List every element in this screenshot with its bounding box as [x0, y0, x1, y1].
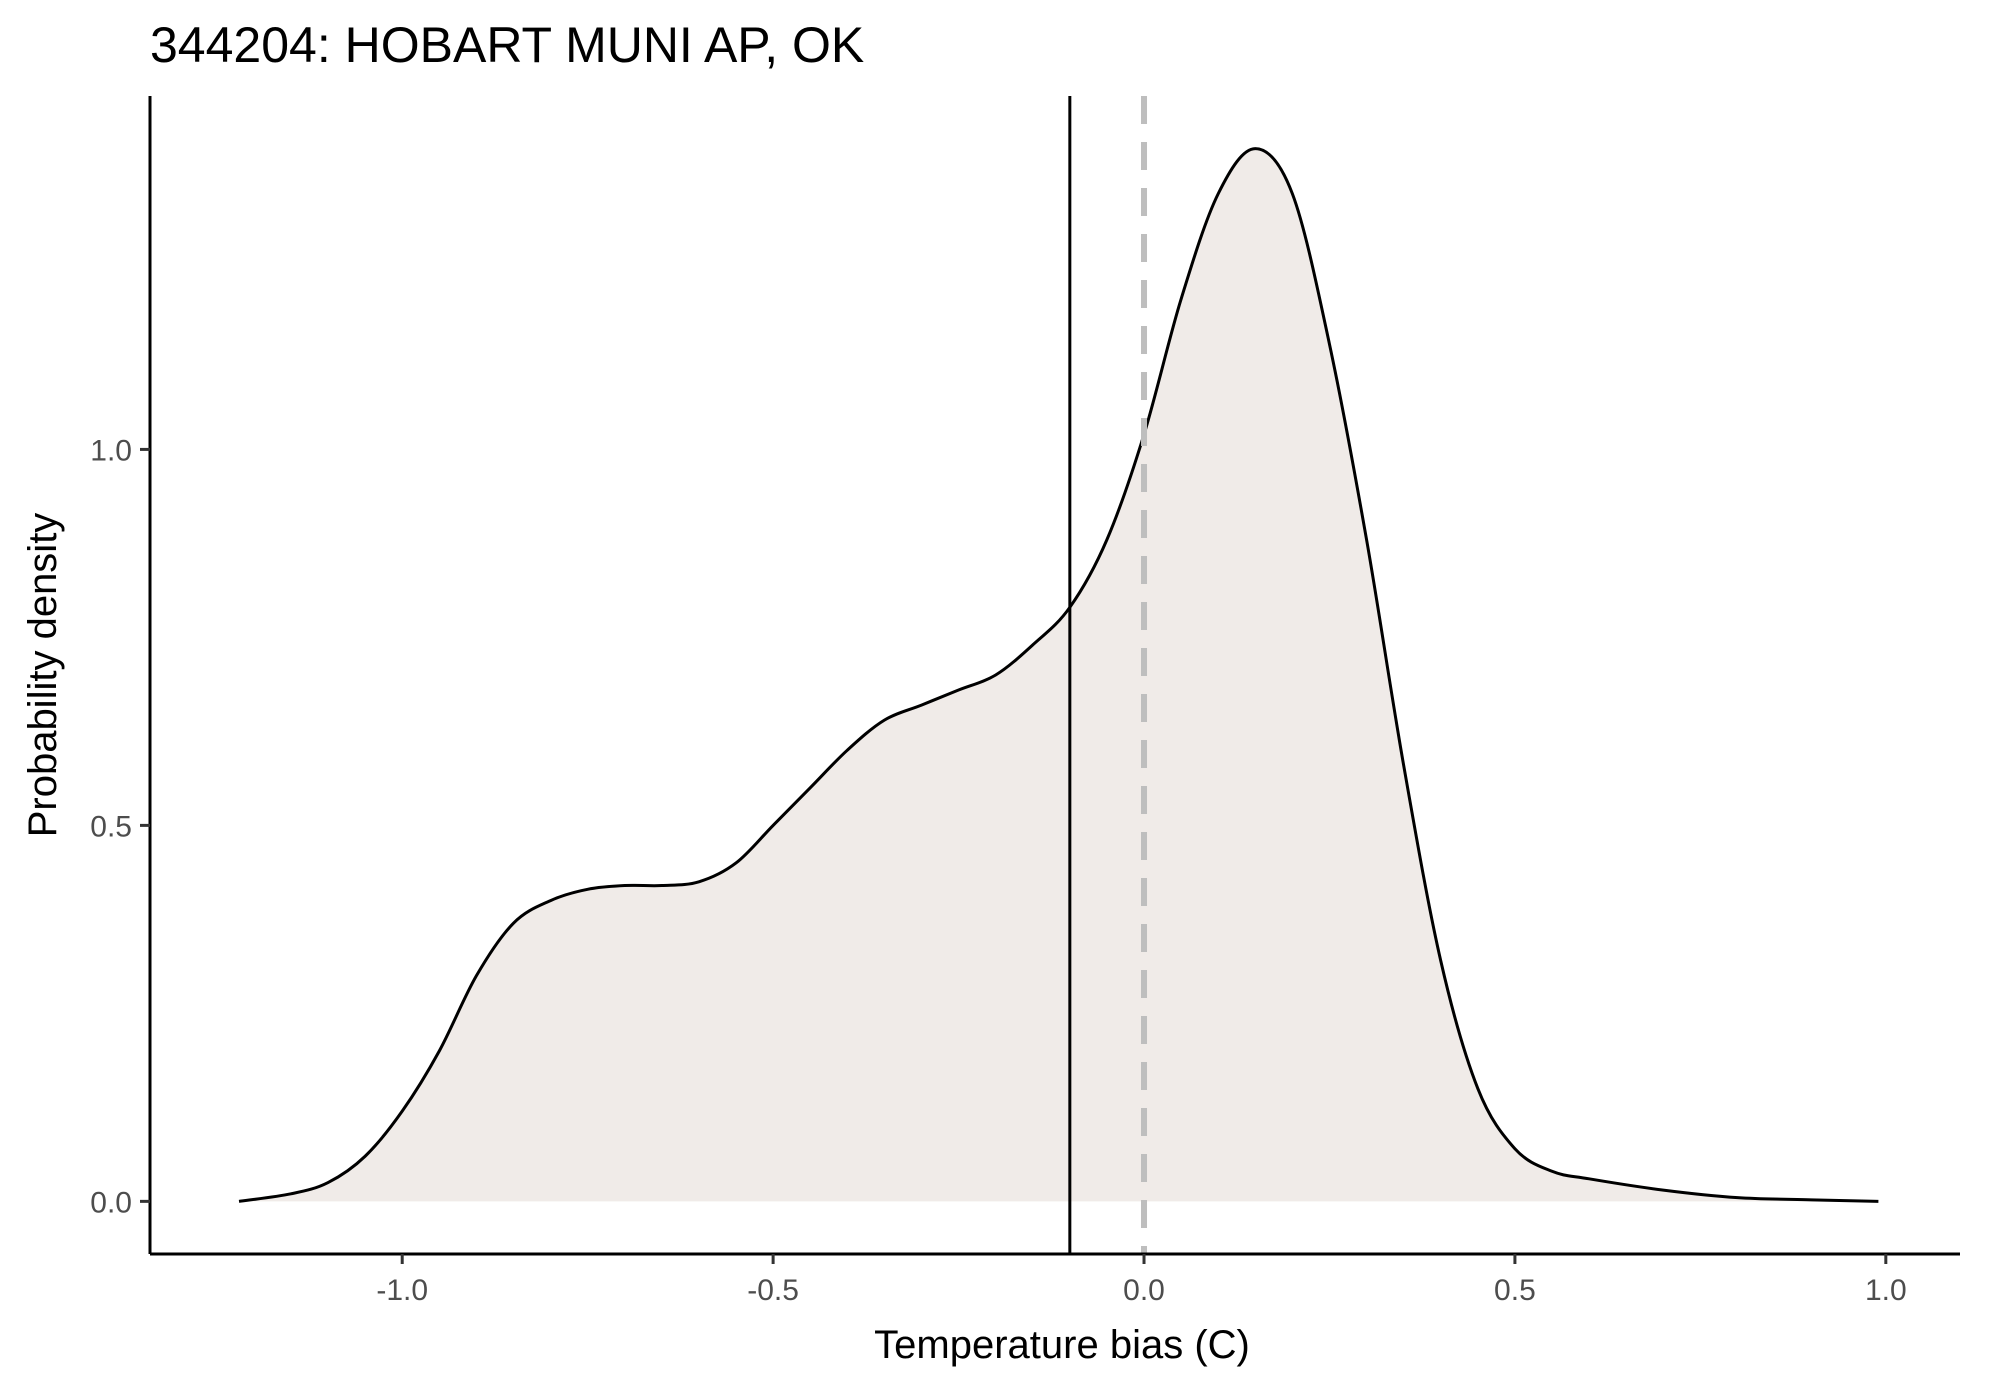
x-axis-ticks: -1.0 -0.5 0.0 0.5 1.0	[376, 1254, 1907, 1307]
x-axis-title: Temperature bias (C)	[874, 1323, 1250, 1367]
x-tick-label: 0.5	[1494, 1274, 1536, 1307]
y-tick-label: 0.5	[90, 810, 132, 843]
density-area	[239, 148, 1879, 1202]
x-tick-label: -0.5	[747, 1274, 799, 1307]
y-axis-title: Probability density	[21, 513, 65, 838]
chart-title: 344204: HOBART MUNI AP, OK	[150, 17, 864, 73]
x-tick-label: -1.0	[376, 1274, 428, 1307]
y-axis-ticks: 0.0 0.5 1.0	[90, 434, 150, 1219]
y-tick-label: 1.0	[90, 434, 132, 467]
x-tick-label: 0.0	[1123, 1274, 1165, 1307]
y-tick-label: 0.0	[90, 1186, 132, 1219]
density-curve	[238, 147, 1879, 1203]
x-tick-label: 1.0	[1865, 1274, 1907, 1307]
plot-area	[238, 96, 1879, 1254]
